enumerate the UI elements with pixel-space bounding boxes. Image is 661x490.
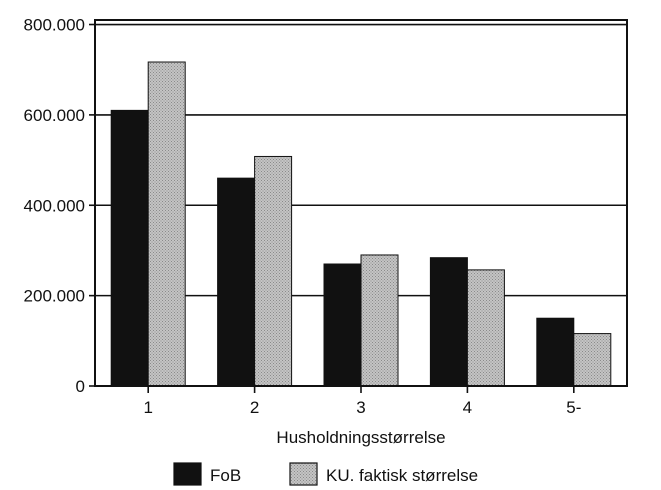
bar-ku-3 xyxy=(466,269,505,387)
bar-ku-1 xyxy=(254,155,293,387)
y-tick-label: 400.000 xyxy=(24,196,85,215)
bar-fob-1 xyxy=(217,177,256,387)
bar-fob-3 xyxy=(429,257,468,387)
y-tick-label: 200.000 xyxy=(24,287,85,306)
bar-ku-0 xyxy=(147,61,186,387)
x-tick-label: 2 xyxy=(250,398,259,417)
x-tick-label: 3 xyxy=(356,398,365,417)
x-tick-label: 4 xyxy=(463,398,472,417)
bar-ku-4 xyxy=(573,333,612,387)
legend-swatch-fob xyxy=(173,462,202,486)
y-tick-label: 600.000 xyxy=(24,106,85,125)
bar-fob-2 xyxy=(323,263,362,387)
legend-label-ku: KU. faktisk størrelse xyxy=(326,466,478,485)
bar-ku-2 xyxy=(360,254,399,387)
y-tick-label: 0 xyxy=(76,377,85,396)
bar-fob-4 xyxy=(536,317,575,387)
x-tick-label: 1 xyxy=(143,398,152,417)
bars xyxy=(110,61,612,387)
x-axis-title: Husholdningsstørrelse xyxy=(276,428,445,447)
y-tick-label: 800.000 xyxy=(24,16,85,35)
legend-label-fob: FoB xyxy=(210,466,241,485)
bar-fob-0 xyxy=(110,109,149,387)
x-axis-ticks: 1 2 3 4 5- xyxy=(143,386,581,417)
x-tick-label: 5- xyxy=(566,398,581,417)
legend: FoB KU. faktisk størrelse xyxy=(173,462,478,486)
legend-swatch-ku xyxy=(289,462,318,486)
y-axis-ticks: 0 200.000 400.000 600.000 800.000 xyxy=(24,16,95,396)
